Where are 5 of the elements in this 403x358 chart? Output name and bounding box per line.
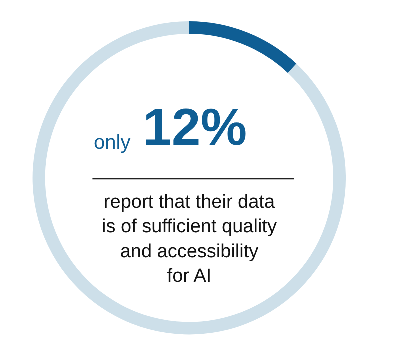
text: only	[94, 132, 131, 154]
text: report that their data is of sufficient quality and accessibility for AI	[102, 192, 278, 288]
text: 12%	[143, 99, 248, 157]
donut-slice	[189, 21, 297, 74]
donut-slice	[32, 21, 346, 334]
